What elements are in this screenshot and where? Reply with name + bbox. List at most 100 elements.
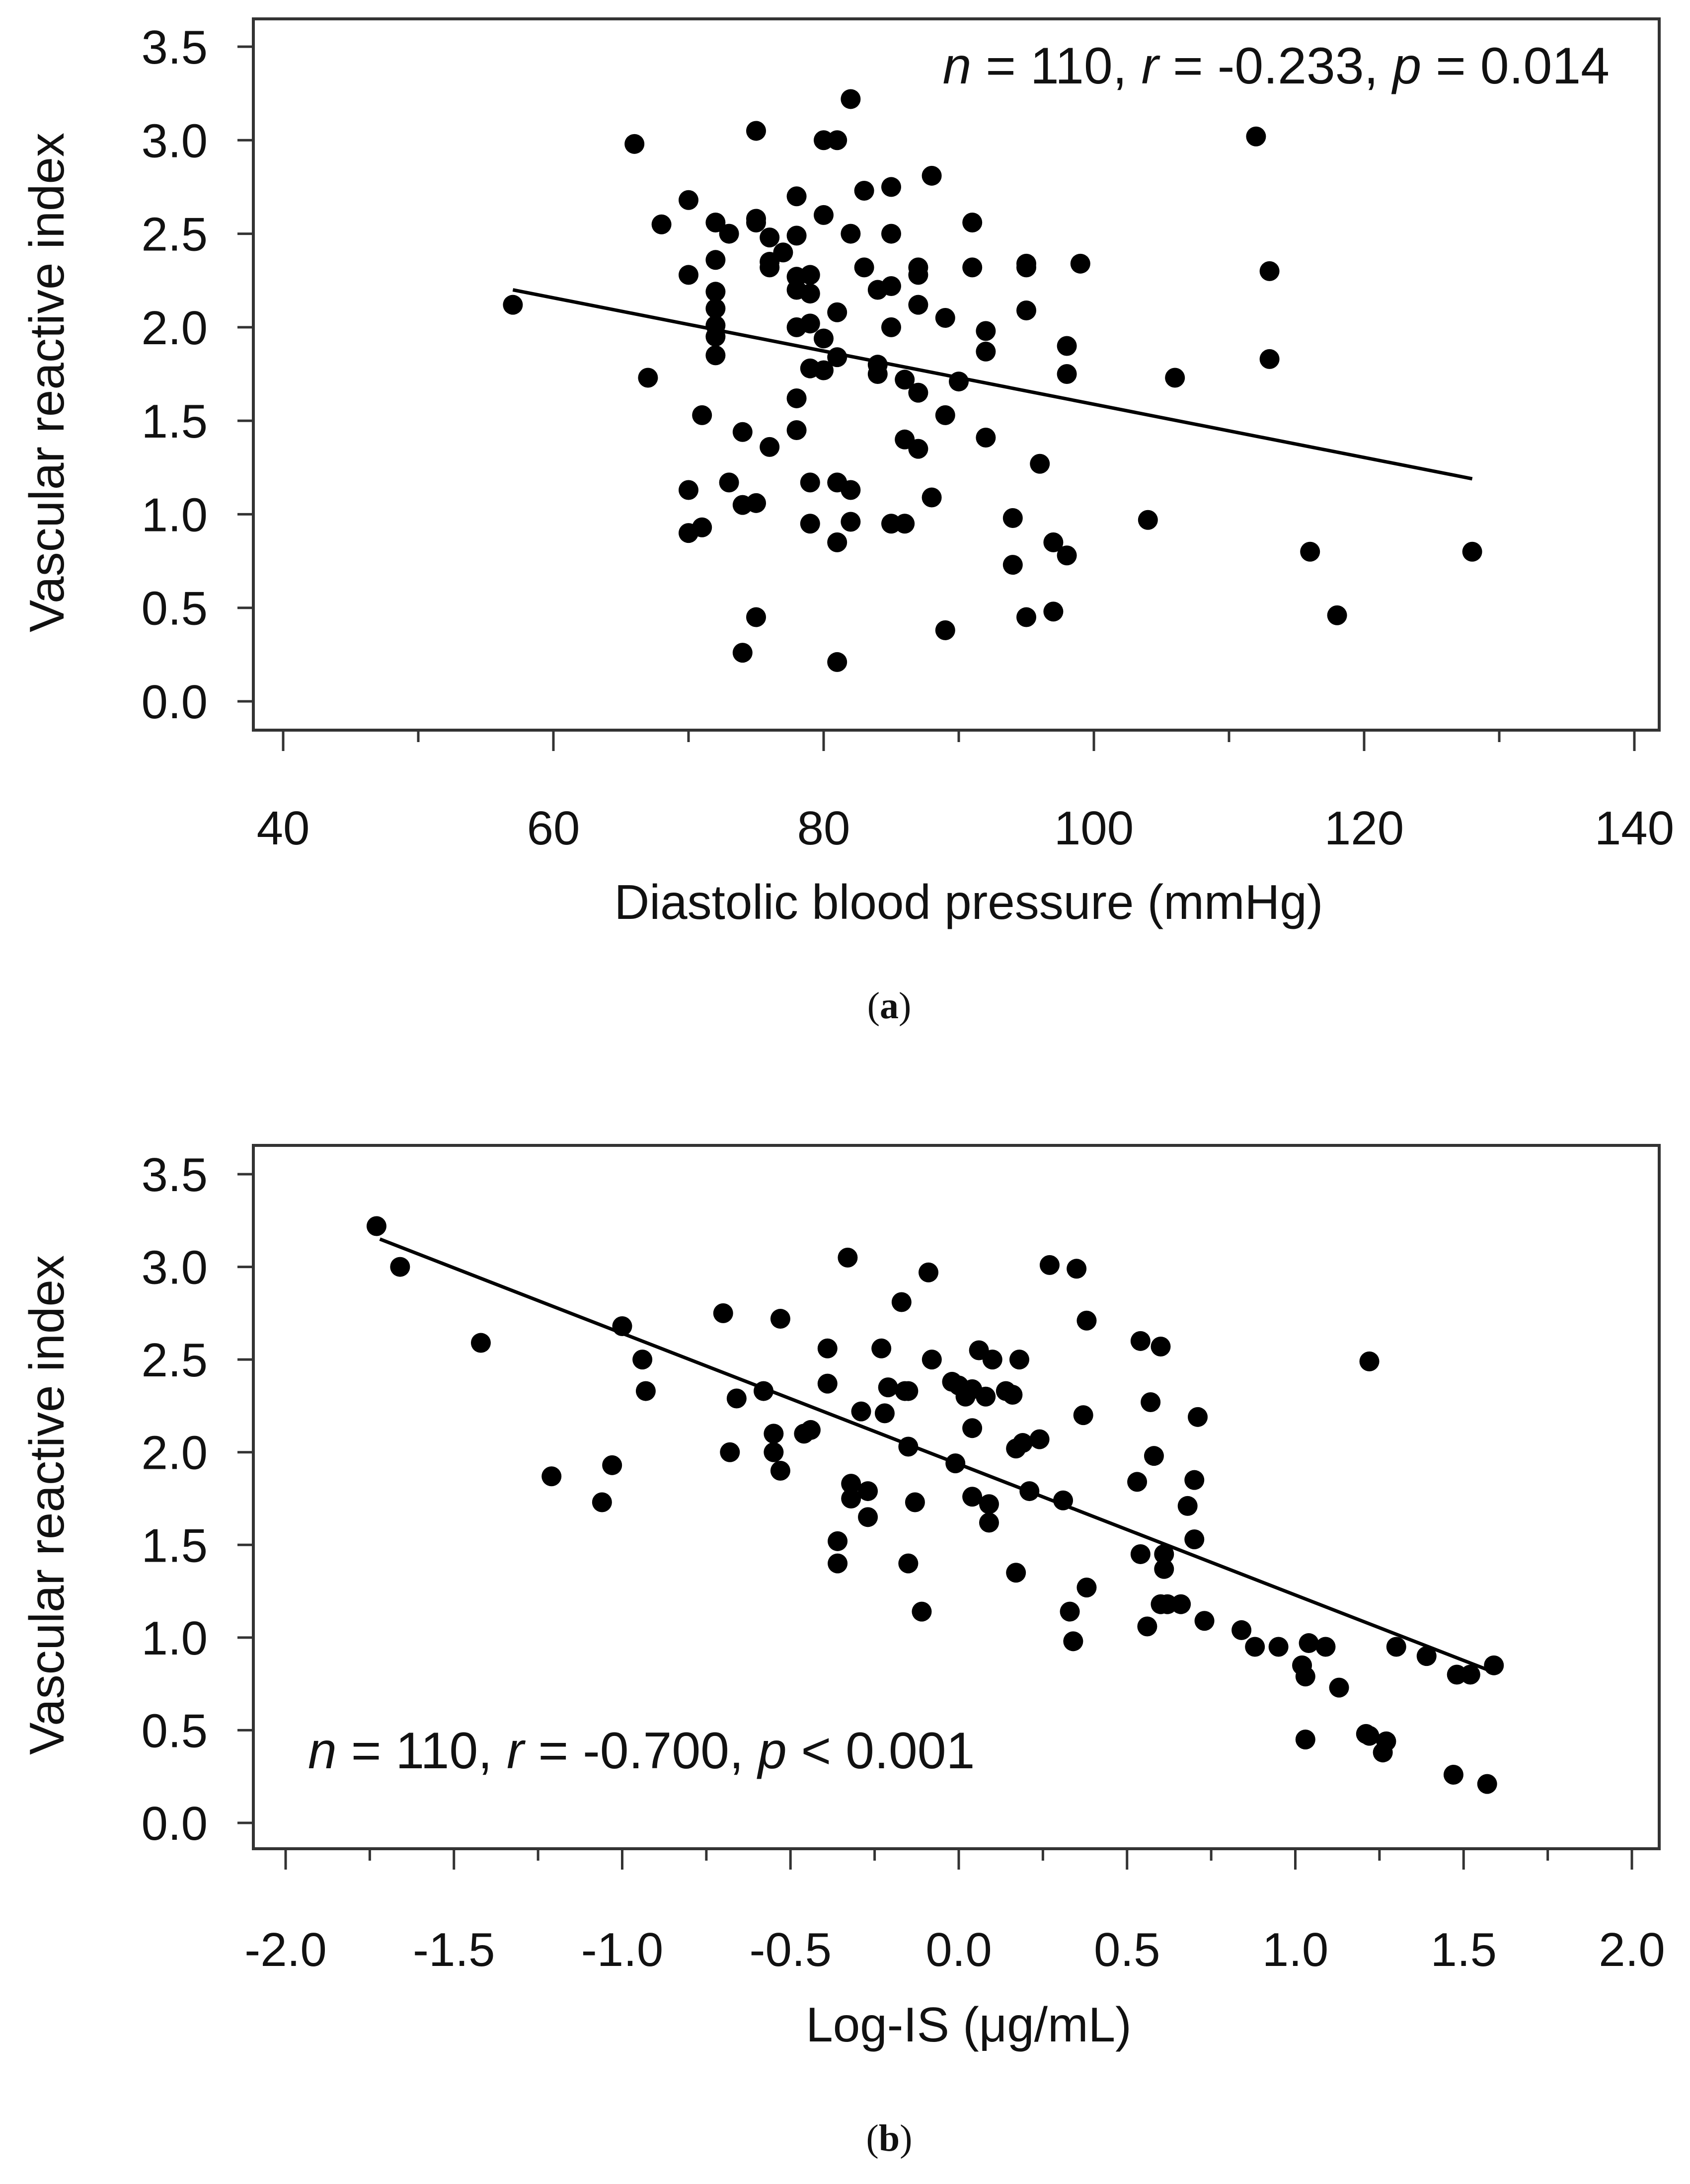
y-axis-title-a: Vascular reactive index xyxy=(19,133,74,632)
x-tick-label-a-0: 40 xyxy=(257,802,310,855)
stat-n-symbol-b: n xyxy=(308,1722,337,1780)
data-point-a-8 xyxy=(692,405,712,425)
data-point-a-92 xyxy=(1016,300,1036,320)
data-point-b-90 xyxy=(1295,1666,1315,1687)
data-point-a-85 xyxy=(976,321,996,341)
data-point-b-15 xyxy=(770,1309,790,1329)
data-point-a-86 xyxy=(976,341,996,362)
data-point-b-78 xyxy=(1154,1559,1174,1579)
data-point-a-46 xyxy=(814,205,834,225)
data-point-b-82 xyxy=(1184,1470,1205,1490)
data-point-a-26 xyxy=(746,607,766,627)
stat-r-value-a: = -0.233, xyxy=(1158,37,1392,95)
data-point-a-81 xyxy=(935,620,955,640)
data-point-a-39 xyxy=(800,265,820,285)
data-point-a-58 xyxy=(841,512,861,532)
stat-r-symbol-a: r xyxy=(1142,37,1161,95)
data-point-b-40 xyxy=(922,1350,942,1370)
data-point-a-71 xyxy=(895,514,915,534)
data-point-a-48 xyxy=(814,360,834,380)
data-point-b-86 xyxy=(1231,1620,1252,1640)
data-point-b-61 xyxy=(1039,1255,1060,1275)
points-a xyxy=(503,89,1482,672)
x-tick-label-b-2: -1.0 xyxy=(581,1923,663,1976)
y-tick-label-b-0: 0.0 xyxy=(142,1797,208,1850)
data-point-b-84 xyxy=(1188,1407,1208,1427)
stat-n-symbol-a: n xyxy=(943,37,972,95)
regression-line-b xyxy=(379,1237,1491,1673)
fit-line-group-b xyxy=(379,1237,1491,1673)
data-point-a-32 xyxy=(786,186,807,207)
data-point-b-29 xyxy=(871,1338,892,1358)
y-tick-label-a-4: 2.0 xyxy=(142,301,208,355)
data-point-a-65 xyxy=(881,224,901,244)
data-point-a-25 xyxy=(746,493,766,513)
data-point-a-75 xyxy=(908,382,928,403)
data-point-a-76 xyxy=(908,439,928,459)
data-point-a-88 xyxy=(1002,508,1023,528)
data-point-a-12 xyxy=(705,282,726,302)
data-point-a-54 xyxy=(827,652,847,672)
data-point-a-19 xyxy=(732,422,753,442)
y-tick-label-b-6: 3.0 xyxy=(142,1241,208,1294)
data-point-a-10 xyxy=(705,212,726,232)
data-point-a-105 xyxy=(1259,349,1280,369)
data-point-a-4 xyxy=(679,190,698,210)
data-point-a-79 xyxy=(935,308,955,328)
stat-p-value-a: = 0.014 xyxy=(1421,37,1610,95)
stats-annotation-a: n = 110, r = -0.233, p = 0.014 xyxy=(943,37,1610,95)
data-point-b-102 xyxy=(1443,1764,1463,1785)
data-point-b-85 xyxy=(1194,1611,1215,1631)
data-point-a-53 xyxy=(827,532,847,552)
data-point-b-13 xyxy=(764,1424,784,1444)
data-point-b-10 xyxy=(720,1442,740,1462)
data-point-b-30 xyxy=(874,1403,895,1424)
data-point-b-37 xyxy=(905,1492,925,1512)
y-tick-label-a-5: 2.5 xyxy=(142,208,208,261)
data-point-a-6 xyxy=(679,480,698,500)
data-point-b-22 xyxy=(828,1553,848,1574)
data-point-b-72 xyxy=(1137,1616,1157,1637)
data-point-b-96 xyxy=(1359,1726,1380,1746)
x-axis-title-b: Log-IS (μg/mL) xyxy=(806,1997,1132,2052)
data-point-a-101 xyxy=(1138,510,1158,530)
data-point-a-27 xyxy=(760,227,780,248)
data-point-a-104 xyxy=(1259,261,1280,281)
data-point-a-11 xyxy=(705,250,726,270)
data-point-a-44 xyxy=(800,514,820,534)
data-point-a-2 xyxy=(638,368,658,388)
data-point-a-97 xyxy=(1057,336,1077,356)
data-point-b-63 xyxy=(1060,1601,1080,1622)
data-point-a-22 xyxy=(746,121,766,141)
data-point-b-73 xyxy=(1141,1392,1161,1412)
fit-line-group-a xyxy=(512,288,1473,481)
data-point-b-7 xyxy=(632,1350,653,1370)
data-point-b-46 xyxy=(962,1418,983,1438)
x-tick-label-b-4: 0.0 xyxy=(925,1923,992,1976)
y-tick-label-b-7: 3.5 xyxy=(142,1148,208,1202)
data-point-a-41 xyxy=(800,313,820,334)
data-point-a-29 xyxy=(760,257,780,278)
stat-n-value-b: = 110, xyxy=(337,1722,507,1780)
data-point-a-106 xyxy=(1300,541,1320,562)
y-tick-label-b-2: 1.0 xyxy=(142,1612,208,1665)
data-point-a-63 xyxy=(867,364,888,384)
stat-p-symbol-b: p xyxy=(757,1722,787,1780)
data-point-a-0 xyxy=(503,295,523,315)
data-point-a-1 xyxy=(624,134,645,154)
data-point-b-36 xyxy=(898,1553,919,1574)
data-point-b-9 xyxy=(713,1303,733,1323)
data-point-b-39 xyxy=(919,1262,939,1282)
stat-p-value-b: < 0.001 xyxy=(787,1722,975,1780)
data-point-a-80 xyxy=(935,405,955,425)
data-point-b-19 xyxy=(817,1338,838,1358)
data-point-a-73 xyxy=(908,265,928,285)
y-tick-label-a-7: 3.5 xyxy=(142,21,208,74)
data-point-a-49 xyxy=(827,130,847,151)
data-point-b-80 xyxy=(1171,1594,1191,1614)
data-point-a-64 xyxy=(881,177,901,197)
data-point-b-49 xyxy=(976,1386,996,1407)
y-ticks-b: 0.0 0.5 1.0 1.5 2.0 2.5 3.0 3.5 xyxy=(142,1148,253,1850)
data-point-b-54 xyxy=(1002,1385,1023,1405)
